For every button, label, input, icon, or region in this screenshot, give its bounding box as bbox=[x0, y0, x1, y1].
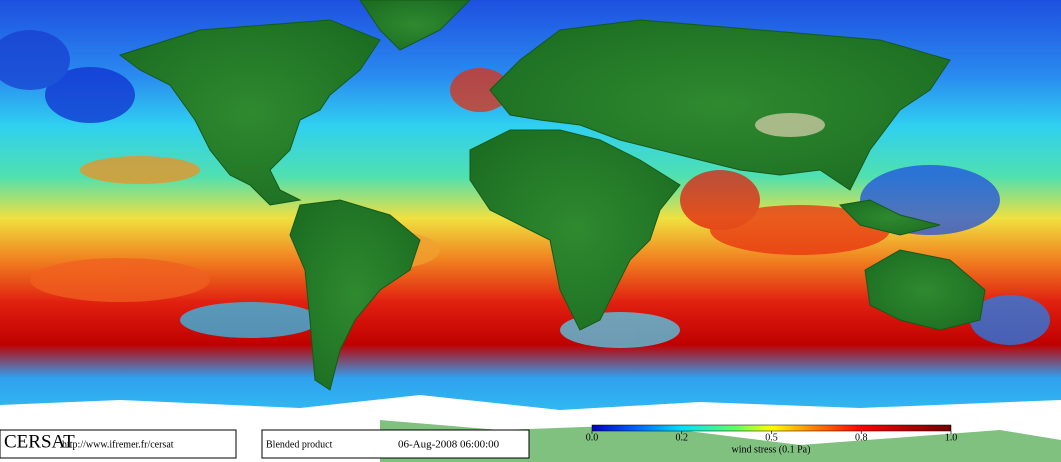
colorbar-tick-label: 0.2 bbox=[676, 432, 689, 443]
info-box bbox=[261, 429, 530, 459]
colorbar-tick-label: 0.0 bbox=[586, 432, 599, 443]
colorbar-tick-label: 0.5 bbox=[765, 432, 778, 443]
product: Blended product bbox=[266, 439, 333, 450]
continents bbox=[118, 0, 986, 391]
colorbar-label: wind stress (0.1 Pa) bbox=[732, 444, 811, 455]
url[interactable]: http://www.ifremer.fr/cersat bbox=[62, 439, 174, 450]
date: 06-Aug-2008 06:00:00 bbox=[398, 439, 500, 451]
colorbar bbox=[591, 424, 952, 432]
colorbar-tick-label: 0.8 bbox=[855, 432, 868, 443]
antarctic-relief bbox=[380, 420, 1061, 462]
logo: CERSAT bbox=[4, 431, 75, 452]
colorbar-tick-label: 1.0 bbox=[945, 432, 958, 443]
logo-box bbox=[0, 429, 237, 459]
highland bbox=[755, 113, 825, 137]
